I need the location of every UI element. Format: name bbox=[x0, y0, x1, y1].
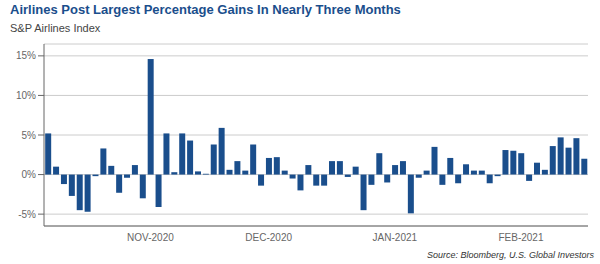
html-text:S&P Airlines Index: S&P Airlines Index bbox=[10, 22, 101, 34]
html-text:Airlines Post Largest Percenta: Airlines Post Largest Percentage Gains I… bbox=[10, 2, 401, 17]
svg-text:-5%: -5% bbox=[18, 209, 36, 220]
svg-text:DEC-2020: DEC-2020 bbox=[245, 232, 292, 243]
svg-text:FEB-2021: FEB-2021 bbox=[498, 232, 543, 243]
svg-text:NOV-2020: NOV-2020 bbox=[127, 232, 174, 243]
svg-text:0%: 0% bbox=[22, 169, 37, 180]
svg-text:5%: 5% bbox=[22, 130, 37, 141]
svg-text:JAN-2021: JAN-2021 bbox=[373, 232, 418, 243]
html-text:Source: Bloomberg, U.S. Global: Source: Bloomberg, U.S. Global Investors bbox=[426, 250, 594, 260]
svg-text:10%: 10% bbox=[16, 90, 36, 101]
svg-text:15%: 15% bbox=[16, 50, 36, 61]
